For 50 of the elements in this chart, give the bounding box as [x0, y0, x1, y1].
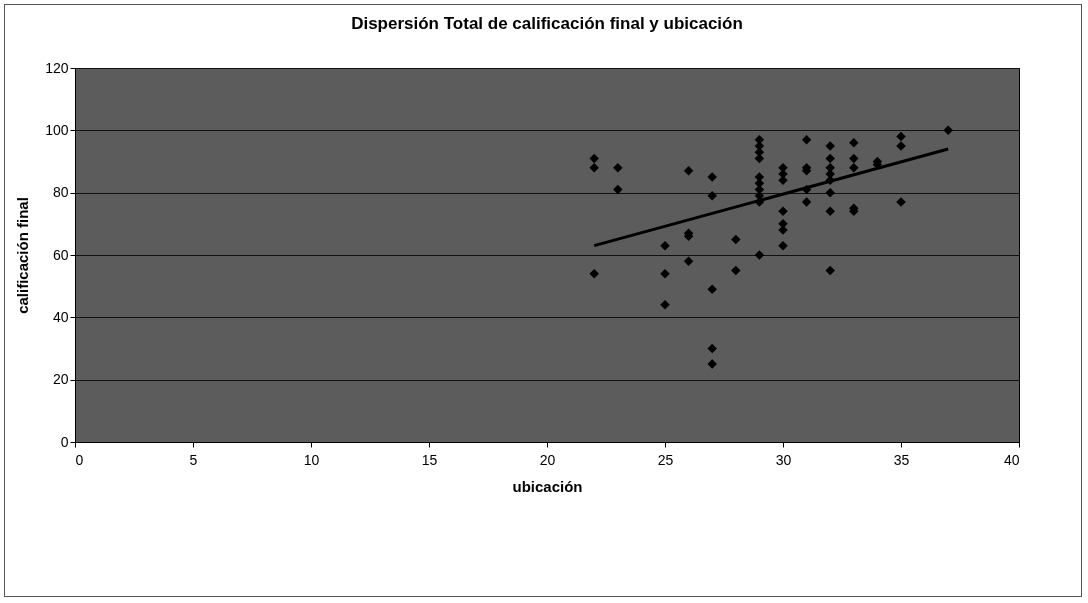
point — [707, 359, 717, 369]
point — [825, 265, 835, 276]
point — [707, 191, 717, 201]
y-tick-label: 120 — [45, 59, 69, 76]
chart-title: Dispersión Total de calificación final y ubicación — [351, 14, 743, 33]
point — [589, 268, 599, 279]
y-tick-label: 0 — [60, 433, 69, 450]
point — [589, 153, 599, 164]
point — [707, 343, 717, 354]
x-tick-label: 25 — [657, 451, 674, 468]
point — [825, 141, 835, 151]
x-tick-label: 0 — [75, 451, 84, 468]
point — [825, 206, 835, 217]
x-tick-label: 30 — [775, 451, 792, 468]
y-tick-label: 20 — [52, 371, 69, 388]
x-tick-label: 40 — [1003, 451, 1020, 468]
point — [849, 138, 859, 148]
x-axis-title: ubicación — [512, 477, 583, 495]
point — [683, 166, 694, 176]
point — [707, 172, 717, 182]
y-tick-label: 100 — [45, 121, 69, 138]
x-tick-label: 10 — [303, 451, 320, 468]
point — [778, 206, 788, 217]
point — [613, 184, 623, 195]
point — [849, 162, 859, 173]
point — [660, 268, 670, 279]
point — [825, 153, 835, 164]
point — [778, 240, 788, 251]
x-tick-label: 15 — [421, 451, 438, 468]
point — [801, 197, 812, 207]
x-tick-label: 20 — [539, 451, 556, 468]
point — [754, 250, 765, 260]
point — [731, 265, 741, 276]
point — [849, 153, 859, 164]
point — [825, 187, 835, 198]
point — [589, 162, 599, 173]
point — [660, 240, 670, 251]
y-tick-label: 40 — [52, 308, 69, 325]
point — [613, 162, 623, 173]
point — [896, 131, 906, 142]
y-tick-label: 60 — [52, 246, 69, 263]
y-axis-title: calificación final — [14, 197, 32, 314]
y-tick-label: 80 — [52, 184, 69, 201]
x-tick-label: 5 — [189, 451, 198, 468]
point — [731, 234, 741, 245]
point — [801, 134, 812, 145]
point — [683, 256, 694, 266]
x-tick-label: 35 — [893, 451, 910, 468]
point — [943, 125, 953, 136]
point — [707, 284, 717, 295]
